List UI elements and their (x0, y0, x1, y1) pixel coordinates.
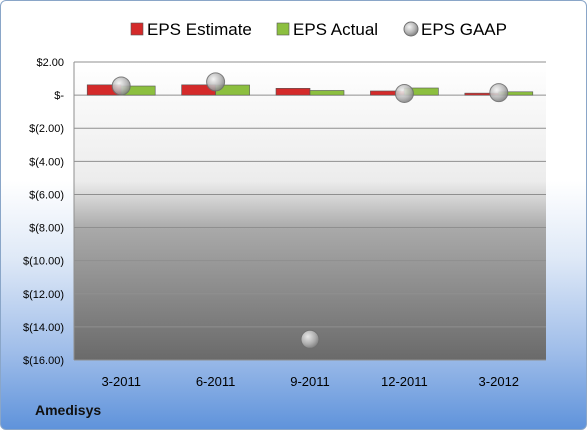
bar-eps-actual (309, 90, 345, 96)
legend-swatch-eps-actual (276, 22, 290, 36)
y-tick-label: $(16.00) (23, 355, 64, 367)
legend-label-eps-estimate: EPS Estimate (147, 20, 252, 39)
y-tick-label: $- (54, 90, 64, 102)
marker-eps-gaap (489, 83, 509, 103)
marker-eps-gaap (111, 76, 131, 96)
y-tick-label: $(8.00) (29, 223, 64, 235)
x-tick-label: 9-2011 (290, 374, 330, 389)
y-tick-label: $(14.00) (23, 322, 64, 334)
y-tick-label: $(10.00) (23, 256, 64, 268)
company-name: Amedisys (35, 402, 102, 418)
legend-label-eps-gaap: EPS GAAP (421, 20, 507, 39)
x-tick-label: 3-2011 (101, 374, 141, 389)
y-tick-label: $(4.00) (29, 156, 64, 168)
y-tick-label: $(12.00) (23, 289, 64, 301)
x-tick-label: 3-2012 (479, 374, 519, 389)
marker-eps-gaap (206, 72, 226, 92)
marker-eps-gaap (394, 83, 414, 103)
bar-eps-estimate (275, 88, 311, 96)
x-tick-label: 6-2011 (196, 374, 236, 389)
legend-label-eps-actual: EPS Actual (293, 20, 378, 39)
marker-eps-gaap (300, 329, 320, 349)
legend-swatch-eps-gaap (403, 21, 419, 37)
plot-area (74, 62, 546, 360)
y-tick-label: $(2.00) (29, 123, 64, 135)
y-tick-label: $(6.00) (29, 189, 64, 201)
legend-swatch-eps-estimate (130, 22, 144, 36)
y-tick-label: $2.00 (36, 57, 64, 69)
x-tick-label: 12-2011 (381, 374, 428, 389)
